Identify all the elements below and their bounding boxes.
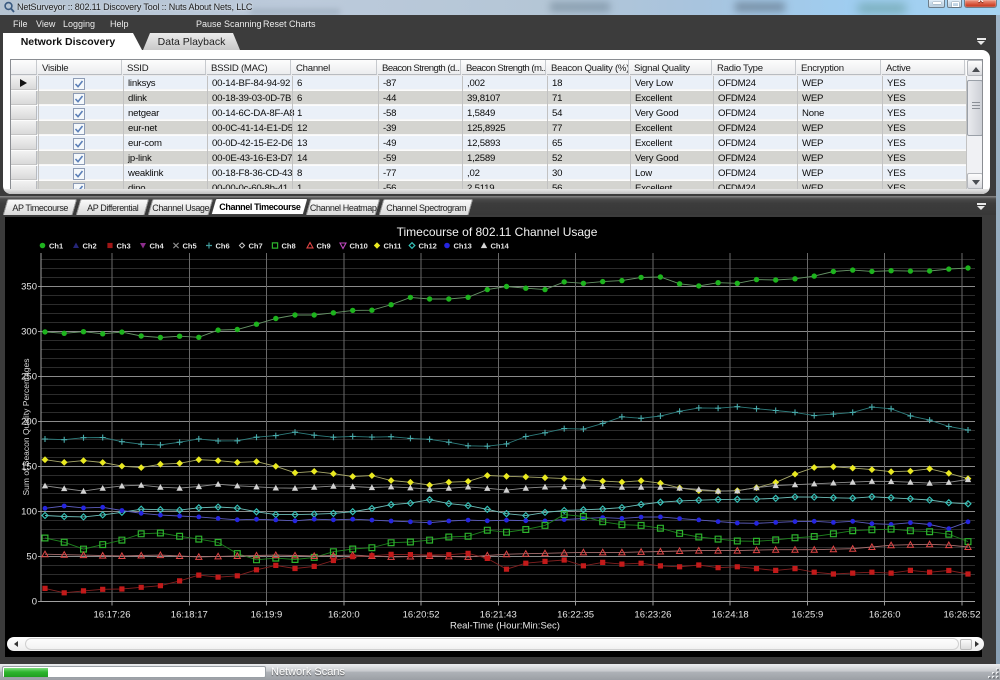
svg-text:16:22:35: 16:22:35 [557, 610, 594, 621]
svg-text:Ch4: Ch4 [150, 242, 165, 251]
svg-text:50: 50 [26, 552, 37, 563]
svg-text:Ch14: Ch14 [491, 242, 510, 251]
svg-text:250: 250 [21, 372, 37, 383]
svg-text:16:25:9: 16:25:9 [792, 610, 824, 621]
svg-text:Ch3: Ch3 [117, 242, 131, 251]
svg-text:150: 150 [21, 462, 37, 473]
svg-text:100: 100 [21, 507, 37, 518]
svg-text:Ch9: Ch9 [317, 242, 331, 251]
svg-text:16:23:26: 16:23:26 [634, 610, 671, 621]
svg-text:Ch7: Ch7 [249, 242, 263, 251]
svg-text:16:20:52: 16:20:52 [403, 610, 440, 621]
svg-text:16:20:0: 16:20:0 [328, 610, 360, 621]
svg-text:Ch2: Ch2 [83, 242, 97, 251]
svg-text:300: 300 [21, 327, 37, 338]
svg-text:350: 350 [21, 282, 37, 293]
svg-text:Ch13: Ch13 [454, 242, 472, 251]
svg-text:Ch1: Ch1 [49, 242, 63, 251]
svg-text:16:24:18: 16:24:18 [712, 610, 749, 621]
svg-text:Real-Time (Hour:Min:Sec): Real-Time (Hour:Min:Sec) [450, 621, 560, 632]
svg-text:16:19:9: 16:19:9 [251, 610, 283, 621]
svg-text:Ch8: Ch8 [282, 242, 296, 251]
svg-text:Ch10: Ch10 [350, 242, 368, 251]
svg-text:Ch5: Ch5 [183, 242, 197, 251]
svg-text:16:26:0: 16:26:0 [869, 610, 901, 621]
svg-text:16:26:52: 16:26:52 [944, 610, 981, 621]
svg-text:Ch12: Ch12 [419, 242, 437, 251]
svg-text:16:18:17: 16:18:17 [171, 610, 208, 621]
svg-text:16:17:26: 16:17:26 [94, 610, 131, 621]
svg-text:200: 200 [21, 417, 37, 428]
svg-text:Timecourse of 802.11 Channel U: Timecourse of 802.11 Channel Usage [397, 225, 598, 239]
svg-text:16:21:43: 16:21:43 [480, 610, 517, 621]
svg-text:Ch6: Ch6 [216, 242, 230, 251]
svg-text:Sum of Beacon Quality Percenta: Sum of Beacon Quality Percentages [21, 358, 31, 495]
svg-text:Ch11: Ch11 [384, 242, 402, 251]
svg-text:0: 0 [32, 597, 37, 608]
